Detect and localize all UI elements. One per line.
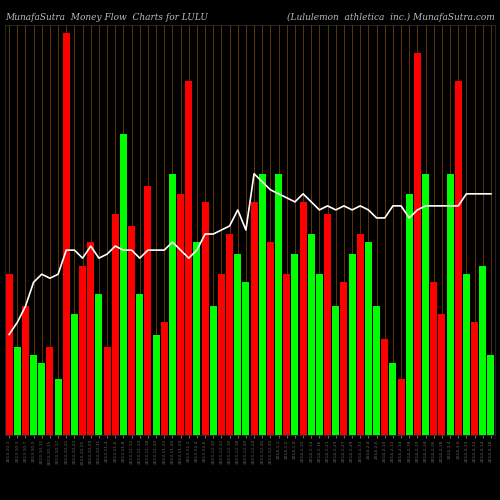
Bar: [169, 174, 176, 435]
Bar: [267, 242, 274, 435]
Bar: [144, 186, 152, 435]
Bar: [104, 346, 110, 435]
Bar: [455, 82, 462, 435]
Bar: [463, 274, 470, 435]
Bar: [152, 334, 160, 435]
Bar: [398, 378, 404, 435]
Bar: [332, 306, 339, 435]
Bar: [234, 254, 241, 435]
Bar: [202, 202, 208, 435]
Bar: [357, 234, 364, 435]
Bar: [88, 242, 94, 435]
Bar: [414, 53, 421, 435]
Bar: [38, 362, 45, 435]
Bar: [226, 234, 233, 435]
Bar: [446, 174, 454, 435]
Bar: [348, 254, 356, 435]
Bar: [471, 322, 478, 435]
Bar: [30, 354, 37, 435]
Bar: [259, 174, 266, 435]
Bar: [242, 282, 250, 435]
Bar: [300, 202, 306, 435]
Bar: [71, 314, 78, 435]
Bar: [390, 362, 396, 435]
Bar: [365, 242, 372, 435]
Bar: [340, 282, 347, 435]
Bar: [54, 378, 62, 435]
Bar: [136, 294, 143, 435]
Bar: [292, 254, 298, 435]
Bar: [6, 274, 12, 435]
Bar: [284, 274, 290, 435]
Bar: [128, 226, 135, 435]
Bar: [177, 194, 184, 435]
Bar: [275, 174, 282, 435]
Bar: [430, 282, 437, 435]
Bar: [406, 194, 412, 435]
Text: (Lululemon  athletica  inc.) MunafaSutra.com: (Lululemon athletica inc.) MunafaSutra.c…: [287, 12, 495, 22]
Bar: [112, 214, 118, 435]
Bar: [22, 306, 29, 435]
Bar: [480, 266, 486, 435]
Bar: [186, 82, 192, 435]
Bar: [488, 354, 494, 435]
Bar: [316, 274, 323, 435]
Bar: [210, 306, 216, 435]
Bar: [308, 234, 314, 435]
Bar: [324, 214, 331, 435]
Bar: [382, 338, 388, 435]
Bar: [438, 314, 446, 435]
Text: MunafaSutra  Money Flow  Charts for LULU: MunafaSutra Money Flow Charts for LULU: [5, 12, 208, 22]
Bar: [63, 33, 70, 435]
Bar: [218, 274, 225, 435]
Bar: [14, 346, 20, 435]
Bar: [120, 134, 127, 435]
Bar: [250, 202, 258, 435]
Bar: [96, 294, 102, 435]
Bar: [46, 346, 54, 435]
Bar: [373, 306, 380, 435]
Bar: [79, 266, 86, 435]
Bar: [161, 322, 168, 435]
Bar: [194, 242, 200, 435]
Bar: [422, 174, 429, 435]
